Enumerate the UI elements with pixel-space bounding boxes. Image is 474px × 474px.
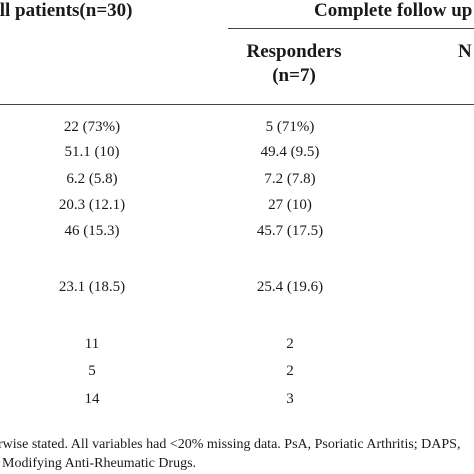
follow-up-rule bbox=[228, 28, 474, 29]
cell-responders-row-9: 3 bbox=[286, 391, 294, 407]
cell-responders-row-5: 45.7 (17.5) bbox=[256, 223, 324, 239]
cell-all-row-5: 46 (15.3) bbox=[64, 223, 120, 239]
cell-responders-row-4: 27 (10) bbox=[268, 197, 312, 213]
cell-all-row-7: 11 bbox=[84, 336, 100, 352]
cell-all-row-1: 22 (73%) bbox=[63, 119, 121, 135]
header-responders-label: Responders bbox=[246, 41, 342, 62]
header-complete-follow-up: Complete follow up bbox=[314, 0, 473, 21]
cell-all-row-8: 5 bbox=[88, 363, 96, 379]
table-header-rule bbox=[0, 104, 474, 105]
header-responders-count: (n=7) bbox=[272, 65, 316, 86]
cell-responders-row-3: 7.2 (7.8) bbox=[264, 171, 316, 187]
header-non-responders: N bbox=[458, 41, 472, 62]
cell-responders-row-1: 5 (71%) bbox=[265, 119, 315, 135]
cell-responders-row-2: 49.4 (9.5) bbox=[260, 144, 320, 160]
cell-responders-row-8: 2 bbox=[286, 363, 294, 379]
cell-responders-row-7: 2 bbox=[286, 336, 294, 352]
footnote-line-1: rwise stated. All variables had <20% mis… bbox=[0, 437, 461, 452]
cell-responders-row-6: 25.4 (19.6) bbox=[256, 279, 324, 295]
cell-all-row-9: 14 bbox=[84, 391, 100, 407]
header-all-patients: All patients(n=30) bbox=[0, 0, 133, 21]
footnote-line-2: Modifying Anti-Rheumatic Drugs. bbox=[2, 456, 197, 471]
cell-all-row-4: 20.3 (12.1) bbox=[58, 197, 126, 213]
cell-all-row-6: 23.1 (18.5) bbox=[58, 279, 126, 295]
cell-all-row-2: 51.1 (10) bbox=[64, 144, 120, 160]
cell-all-row-3: 6.2 (5.8) bbox=[66, 171, 118, 187]
header-responders: Responders (n=7) bbox=[239, 40, 349, 88]
